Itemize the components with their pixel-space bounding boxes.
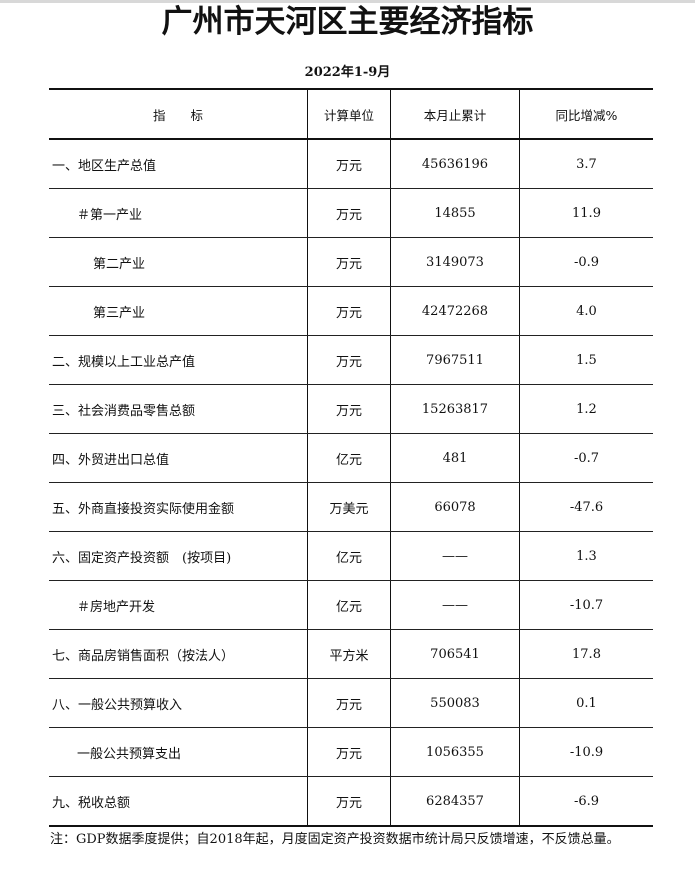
indicator-cell: 四、外贸进出口总值	[49, 433, 308, 483]
table-row: 第三产业 万元 42472268 4.0	[49, 286, 653, 336]
cumulative-cell: ——	[390, 580, 520, 630]
unit-cell: 亿元	[307, 580, 391, 630]
cumulative-cell: 7967511	[390, 335, 520, 385]
indicator-cell: 九、税收总额	[49, 776, 308, 827]
cumulative-cell: 45636196	[390, 139, 520, 189]
indicator-cell: 一般公共预算支出	[49, 727, 308, 777]
header-cumulative: 本月止累计	[390, 88, 520, 140]
unit-cell: 万元	[307, 727, 391, 777]
indicators-table: 指 标 计算单位 本月止累计 同比增减% 一、地区生产总值 万元 45636196 3…	[49, 88, 653, 827]
cumulative-cell: 6284357	[390, 776, 520, 827]
indicator-cell: ＃房地产开发	[49, 580, 308, 630]
unit-cell: 万元	[307, 139, 391, 189]
cumulative-cell: 3149073	[390, 237, 520, 287]
table-row: 一般公共预算支出 万元 1056355 -10.9	[49, 727, 653, 777]
unit-cell: 万元	[307, 678, 391, 728]
unit-cell: 万元	[307, 188, 391, 238]
table-header-row: 指 标 计算单位 本月止累计 同比增减%	[49, 88, 653, 140]
footnote: 注：GDP数据季度提供；自2018年起，月度固定资产投资数据市统计局只反馈增速，…	[50, 832, 620, 847]
indicator-cell: 第三产业	[49, 286, 308, 336]
unit-cell: 万元	[307, 237, 391, 287]
indicator-cell: 五、外商直接投资实际使用金额	[49, 482, 308, 532]
cumulative-cell: 42472268	[390, 286, 520, 336]
table-row: 第二产业 万元 3149073 -0.9	[49, 237, 653, 287]
table-row: 一、地区生产总值 万元 45636196 3.7	[49, 139, 653, 189]
yoy-cell: 17.8	[519, 629, 653, 679]
unit-cell: 万元	[307, 286, 391, 336]
table-row: 六、固定资产投资额 (按项目) 亿元 —— 1.3	[49, 531, 653, 581]
indicator-cell: ＃第一产业	[49, 188, 308, 238]
unit-cell: 亿元	[307, 531, 391, 581]
yoy-cell: 11.9	[519, 188, 653, 238]
yoy-cell: -0.7	[519, 433, 653, 483]
period-subtitle: 2022年1-9月	[304, 65, 391, 80]
header-unit: 计算单位	[307, 88, 391, 140]
yoy-cell: -0.9	[519, 237, 653, 287]
unit-cell: 万元	[307, 384, 391, 434]
yoy-cell: 1.3	[519, 531, 653, 581]
table-row: ＃第一产业 万元 14855 11.9	[49, 188, 653, 238]
table-row: 八、一般公共预算收入 万元 550083 0.1	[49, 678, 653, 728]
yoy-cell: 1.2	[519, 384, 653, 434]
unit-cell: 亿元	[307, 433, 391, 483]
table-row: ＃房地产开发 亿元 —— -10.7	[49, 580, 653, 630]
indicator-cell: 二、规模以上工业总产值	[49, 335, 308, 385]
indicator-cell: 八、一般公共预算收入	[49, 678, 308, 728]
yoy-cell: -6.9	[519, 776, 653, 827]
yoy-cell: 0.1	[519, 678, 653, 728]
yoy-cell: 1.5	[519, 335, 653, 385]
yoy-cell: 4.0	[519, 286, 653, 336]
unit-cell: 万元	[307, 335, 391, 385]
yoy-cell: -10.9	[519, 727, 653, 777]
cumulative-cell: 550083	[390, 678, 520, 728]
indicator-cell: 六、固定资产投资额 (按项目)	[49, 531, 308, 581]
indicator-cell: 一、地区生产总值	[49, 139, 308, 189]
header-indicator: 指 标	[49, 88, 308, 140]
table-row: 三、社会消费品零售总额 万元 15263817 1.2	[49, 384, 653, 434]
unit-cell: 万元	[307, 776, 391, 827]
cumulative-cell: 15263817	[390, 384, 520, 434]
table-row: 五、外商直接投资实际使用金额 万美元 66078 -47.6	[49, 482, 653, 532]
cumulative-cell: 14855	[390, 188, 520, 238]
table-row: 九、税收总额 万元 6284357 -6.9	[49, 776, 653, 827]
page-title: 广州市天河区主要经济指标	[161, 4, 534, 40]
cumulative-cell: 66078	[390, 482, 520, 532]
unit-cell: 万美元	[307, 482, 391, 532]
table-row: 四、外贸进出口总值 亿元 481 -0.7	[49, 433, 653, 483]
table-row: 七、商品房销售面积（按法人） 平方米 706541 17.8	[49, 629, 653, 679]
table-row: 二、规模以上工业总产值 万元 7967511 1.5	[49, 335, 653, 385]
cumulative-cell: ——	[390, 531, 520, 581]
top-border	[0, 0, 695, 3]
yoy-cell: 3.7	[519, 139, 653, 189]
yoy-cell: -47.6	[519, 482, 653, 532]
unit-cell: 平方米	[307, 629, 391, 679]
cumulative-cell: 1056355	[390, 727, 520, 777]
indicator-cell: 七、商品房销售面积（按法人）	[49, 629, 308, 679]
cumulative-cell: 706541	[390, 629, 520, 679]
yoy-cell: -10.7	[519, 580, 653, 630]
cumulative-cell: 481	[390, 433, 520, 483]
header-yoy: 同比增减%	[519, 88, 653, 140]
indicator-cell: 第二产业	[49, 237, 308, 287]
indicator-cell: 三、社会消费品零售总额	[49, 384, 308, 434]
